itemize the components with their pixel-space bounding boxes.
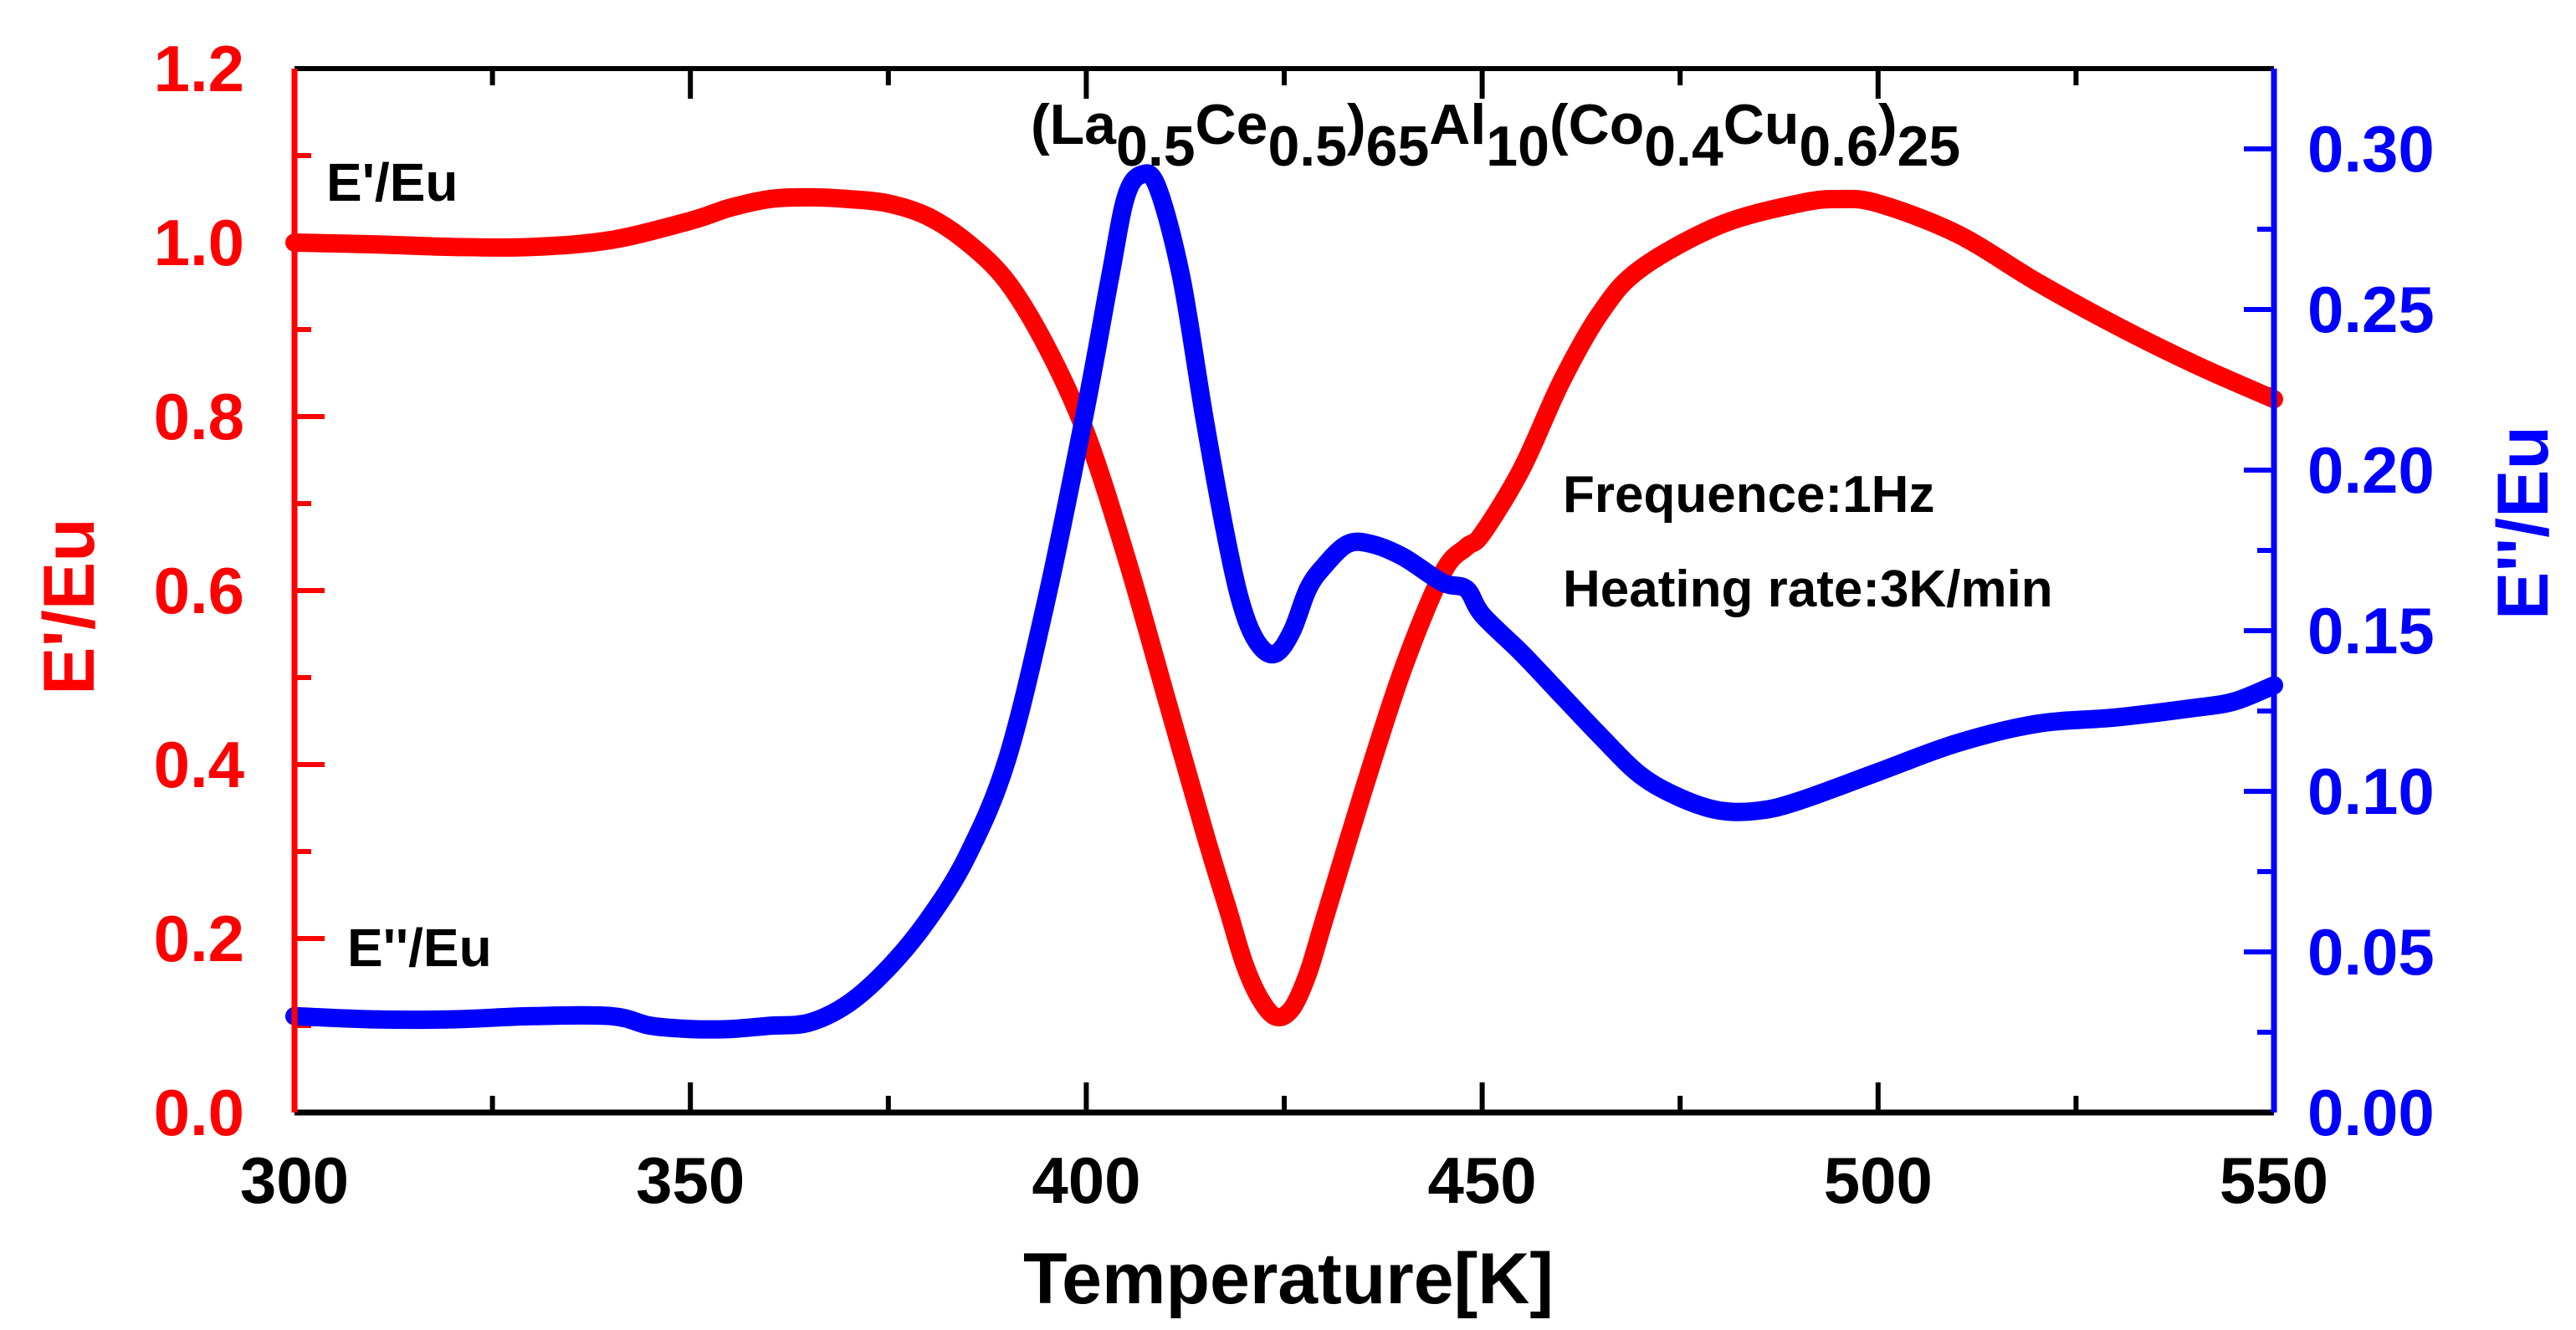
y-right-tick-label: 0.15 — [2307, 594, 2435, 668]
title-part: 25 — [1897, 115, 1961, 178]
x-tick-label: 350 — [636, 1143, 745, 1217]
series-label-e-prime: E'/Eu — [326, 152, 458, 212]
y-right-tick-label: 0.10 — [2307, 755, 2435, 828]
annotation-frequency: Frequence:1Hz — [1563, 466, 1934, 524]
y-left-tick-label: 1.2 — [154, 32, 244, 105]
title-part: Cu — [1723, 93, 1800, 156]
y-right-tick-label: 0.25 — [2307, 273, 2435, 346]
y-left-tick-label: 0.2 — [154, 902, 244, 975]
title-part: (Co — [1549, 93, 1644, 156]
y-right-tick-label: 0.05 — [2307, 915, 2435, 989]
annotation-heating-rate: Heating rate:3K/min — [1563, 560, 2053, 618]
series-line-e-double-prime — [285, 164, 2283, 1039]
y-left-tick-label: 1.0 — [154, 206, 244, 279]
title-part: Ce — [1196, 93, 1268, 156]
y-right-tick-label: 0.00 — [2307, 1076, 2435, 1149]
chart-title: (La0.5Ce0.5)65Al10(Co0.4Cu0.6)25 — [1031, 93, 1960, 178]
title-part: 0.6 — [1799, 115, 1878, 178]
title-part: 65 — [1366, 115, 1430, 178]
left-y-axis-title: E'/Eu — [29, 518, 110, 695]
title-part: 0.4 — [1644, 115, 1723, 178]
series-line-e-prime — [285, 187, 2283, 1026]
x-tick-label: 450 — [1428, 1143, 1537, 1217]
title-part: 10 — [1486, 115, 1549, 178]
y-left-tick-label: 0.6 — [154, 554, 244, 627]
title-part: 0.5 — [1268, 115, 1347, 178]
series-label-e-double-prime: E''/Eu — [347, 918, 492, 978]
title-part: Al — [1429, 93, 1486, 156]
title-part: ) — [1878, 93, 1897, 156]
x-tick-label: 500 — [1824, 1143, 1933, 1217]
x-tick-label: 550 — [2220, 1143, 2328, 1217]
y-left-tick-label: 0.8 — [154, 380, 244, 453]
title-part: (La — [1031, 93, 1117, 156]
y-left-tick-label: 0.0 — [154, 1076, 244, 1149]
y-right-tick-label: 0.20 — [2307, 433, 2435, 507]
x-axis-title: Temperature[K] — [1023, 1239, 1554, 1319]
y-left-tick-label: 0.4 — [154, 728, 244, 801]
y-right-tick-label: 0.30 — [2307, 112, 2435, 186]
right-y-axis-title: E''/Eu — [2483, 426, 2563, 620]
x-tick-label: 400 — [1032, 1143, 1140, 1217]
title-part: ) — [1347, 93, 1366, 156]
x-tick-label: 300 — [240, 1143, 349, 1217]
